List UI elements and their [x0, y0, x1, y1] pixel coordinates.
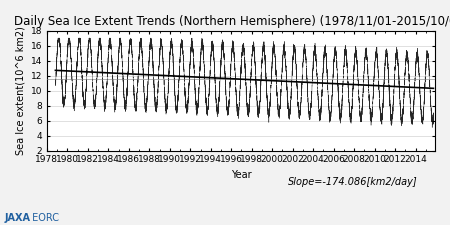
Text: EORC: EORC: [29, 213, 59, 223]
Title: Daily Sea Ice Extent Trends (Northern Hemisphere) (1978/11/01-2015/10/01): Daily Sea Ice Extent Trends (Northern He…: [14, 15, 450, 28]
Text: JAXA: JAXA: [4, 213, 31, 223]
X-axis label: Year: Year: [231, 170, 251, 180]
Y-axis label: Sea Ice extent(10^6 km2): Sea Ice extent(10^6 km2): [15, 26, 25, 155]
Text: Slope=-174.086[km2/day]: Slope=-174.086[km2/day]: [288, 177, 417, 187]
